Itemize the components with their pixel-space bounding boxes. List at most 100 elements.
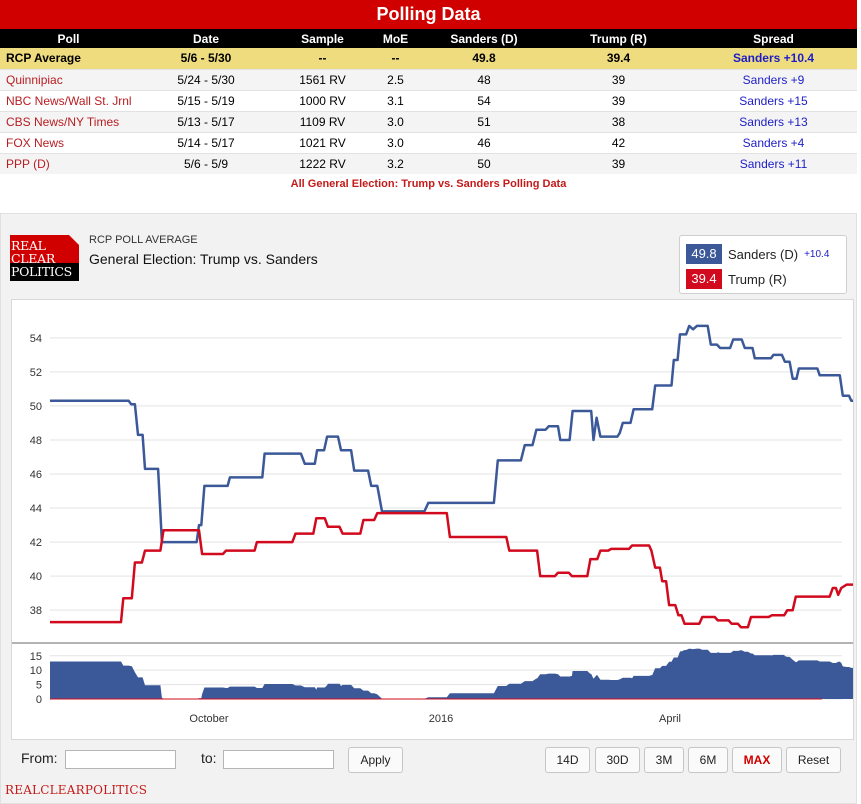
col-moe[interactable]: MoE — [370, 29, 421, 48]
to-date-input[interactable] — [223, 750, 334, 769]
legend-name-sanders: Sanders (D) — [728, 246, 799, 262]
spread-area — [50, 648, 861, 699]
from-date-input[interactable] — [65, 750, 176, 769]
poll-date: 5/6 - 5/9 — [137, 153, 275, 175]
x-tick-label: October — [189, 713, 228, 725]
poll-moe: 3.0 — [370, 132, 421, 154]
logo-word-clear: CLEAR — [11, 251, 55, 266]
poll-trump: 38 — [547, 111, 690, 133]
table-header-row: Poll Date Sample MoE Sanders (D) Trump (… — [0, 29, 857, 48]
col-sample[interactable]: Sample — [275, 29, 370, 48]
poll-name-link[interactable]: FOX News — [0, 132, 137, 154]
poll-trump: 42 — [547, 132, 690, 154]
table-row: CBS News/NY Times 5/13 - 5/17 1109 RV 3.… — [0, 111, 857, 133]
col-trump[interactable]: Trump (R) — [547, 29, 690, 48]
spread-y-tick-label: 15 — [30, 651, 42, 663]
chart-kicker: RCP POLL AVERAGE — [89, 234, 198, 246]
apply-button[interactable]: Apply — [348, 747, 403, 773]
poll-spread: Sanders +15 — [690, 90, 857, 112]
poll-sanders: 48 — [421, 69, 547, 91]
rcp-logo[interactable]: REAL CLEAR POLITICS — [10, 235, 79, 281]
poll-name[interactable]: RCP Average — [0, 48, 137, 70]
y-tick-label: 48 — [30, 435, 42, 447]
x-tick-label: April — [659, 713, 681, 725]
poll-name-link[interactable]: Quinnipiac — [0, 69, 137, 91]
poll-date: 5/6 - 5/30 — [137, 48, 275, 70]
poll-spread: Sanders +4 — [690, 132, 857, 154]
to-label: to: — [201, 750, 217, 766]
y-tick-label: 44 — [30, 503, 42, 515]
poll-spread: Sanders +9 — [690, 69, 857, 91]
spread-y-tick-label: 5 — [36, 680, 42, 692]
chart-controls: From: to: Apply 14D 30D 3M 6M MAX Reset — [1, 742, 858, 780]
spread-y-tick-label: 10 — [30, 665, 42, 677]
range-max-button[interactable]: MAX — [732, 747, 782, 773]
from-label: From: — [21, 750, 58, 766]
y-tick-label: 46 — [30, 469, 42, 481]
range-6m-button[interactable]: 6M — [688, 747, 728, 773]
poll-sanders: 49.8 — [421, 48, 547, 70]
col-poll[interactable]: Poll — [0, 29, 137, 48]
poll-sample: 1222 RV — [275, 153, 370, 175]
y-tick-label: 54 — [30, 333, 42, 345]
poll-moe: 3.0 — [370, 111, 421, 133]
reset-button[interactable]: Reset — [786, 747, 841, 773]
range-14d-button[interactable]: 14D — [545, 747, 590, 773]
y-tick-label: 50 — [30, 401, 42, 413]
sanders-line — [50, 324, 861, 544]
col-spread[interactable]: Spread — [690, 29, 857, 48]
y-tick-label: 40 — [30, 571, 42, 583]
chart-title: General Election: Trump vs. Sanders — [89, 251, 318, 267]
poll-spread: Sanders +13 — [690, 111, 857, 133]
poll-sample: 1561 RV — [275, 69, 370, 91]
legend-spread-sanders: +10.4 — [804, 248, 830, 260]
logo-word-real: REAL — [11, 238, 46, 253]
poll-moe: 3.1 — [370, 90, 421, 112]
y-tick-label: 42 — [30, 537, 42, 549]
poll-trump: 39.4 — [547, 48, 690, 70]
poll-sample: 1000 RV — [275, 90, 370, 112]
poll-sample: 1109 RV — [275, 111, 370, 133]
table-row: Quinnipiac 5/24 - 5/30 1561 RV 2.5 48 39… — [0, 69, 857, 91]
poll-date: 5/13 - 5/17 — [137, 111, 275, 133]
footer-brand[interactable]: REALCLEARPOLITICS — [5, 783, 148, 797]
legend-value-sanders: 49.8 — [686, 244, 722, 264]
col-sanders[interactable]: Sanders (D) — [421, 29, 547, 48]
col-date[interactable]: Date — [137, 29, 275, 48]
poll-sanders: 51 — [421, 111, 547, 133]
logo-word-politics: POLITICS — [11, 264, 72, 279]
poll-name-link[interactable]: CBS News/NY Times — [0, 111, 137, 133]
poll-moe: 2.5 — [370, 69, 421, 91]
poll-name-link[interactable]: PPP (D) — [0, 153, 137, 175]
poll-sanders: 50 — [421, 153, 547, 175]
legend-item-sanders[interactable]: 49.8 Sanders (D) +10.4 — [686, 244, 829, 264]
polling-data-title: Polling Data — [0, 0, 857, 29]
legend-name-trump: Trump (R) — [728, 271, 787, 287]
poll-moe: 3.2 — [370, 153, 421, 175]
poll-name-link[interactable]: NBC News/Wall St. Jrnl — [0, 90, 137, 112]
y-tick-label: 52 — [30, 367, 42, 379]
poll-sample: -- — [275, 48, 370, 70]
poll-spread: Sanders +10.4 — [690, 48, 857, 70]
trump-line — [50, 511, 861, 629]
poll-date: 5/24 - 5/30 — [137, 69, 275, 91]
all-polling-data-link[interactable]: All General Election: Trump vs. Sanders … — [0, 174, 857, 194]
x-tick-label: 2016 — [429, 713, 453, 725]
poll-sanders: 46 — [421, 132, 547, 154]
chart-svg[interactable]: 38 40 42 44 46 48 50 52 54 0 5 10 15 October 2016 April — [12, 300, 861, 739]
range-3m-button[interactable]: 3M — [644, 747, 684, 773]
poll-moe: -- — [370, 48, 421, 70]
poll-date: 5/15 - 5/19 — [137, 90, 275, 112]
plot-area: 38 40 42 44 46 48 50 52 54 0 5 10 15 October 2016 April — [11, 299, 861, 740]
spread-y-tick-label: 0 — [36, 694, 42, 706]
poll-spread: Sanders +11 — [690, 153, 857, 175]
poll-trump: 39 — [547, 90, 690, 112]
logo-fold — [69, 235, 79, 245]
range-30d-button[interactable]: 30D — [595, 747, 640, 773]
poll-date: 5/14 - 5/17 — [137, 132, 275, 154]
chart-panel: REAL CLEAR POLITICS RCP POLL AVERAGE Gen… — [0, 213, 861, 804]
table-row: NBC News/Wall St. Jrnl 5/15 - 5/19 1000 … — [0, 90, 857, 112]
chart-legend: 49.8 Sanders (D) +10.4 39.4 Trump (R) — [679, 235, 847, 294]
table-row: PPP (D) 5/6 - 5/9 1222 RV 3.2 50 39 Sand… — [0, 153, 857, 175]
legend-item-trump[interactable]: 39.4 Trump (R) — [686, 269, 787, 289]
